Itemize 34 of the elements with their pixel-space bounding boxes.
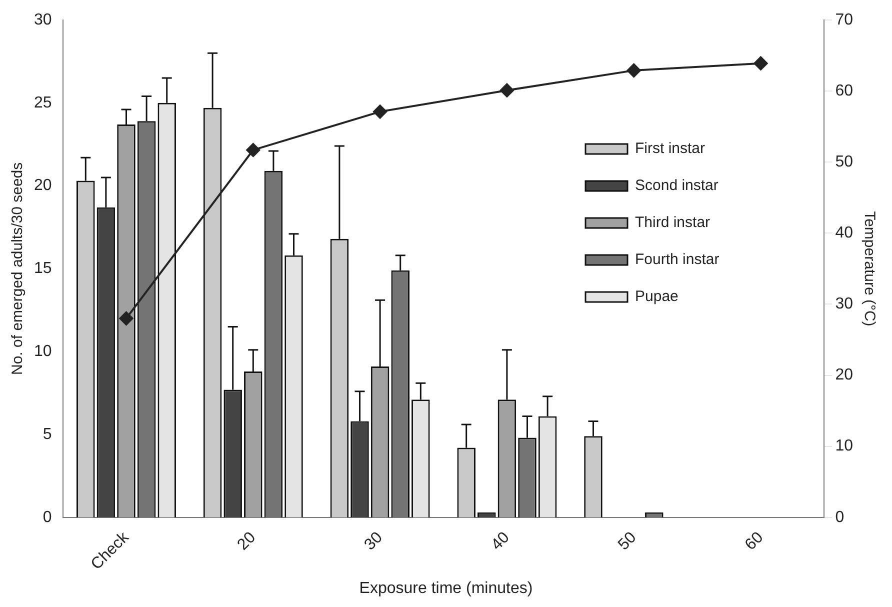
legend-label: Fourth instar xyxy=(635,251,720,268)
y-tick-label: 25 xyxy=(34,94,52,112)
point xyxy=(500,83,514,98)
y-axis-title: No. of emerged adults/30 seeds xyxy=(9,162,26,375)
x-tick-label: 40 xyxy=(488,528,513,554)
x-tick-label: 20 xyxy=(234,528,260,554)
y2-tick-label: 0 xyxy=(835,508,844,526)
y2-tick-label: 10 xyxy=(835,438,854,455)
legend-label: Third instar xyxy=(635,214,710,232)
point xyxy=(119,311,134,326)
point xyxy=(373,104,388,119)
legend-label: Scond instar xyxy=(635,177,718,194)
point xyxy=(754,56,768,70)
y2-tick-label: 40 xyxy=(835,224,854,242)
point xyxy=(626,63,641,78)
x-tick-label: 50 xyxy=(615,528,640,554)
y-tick-label: 15 xyxy=(34,260,52,278)
y2-tick-label: 60 xyxy=(835,82,854,100)
y2-tick-label: 70 xyxy=(835,11,854,28)
x-axis-title: Exposure time (minutes) xyxy=(358,580,534,598)
y2-axis-title: Temperature (°C) xyxy=(860,211,878,326)
y-tick-label: 10 xyxy=(34,342,52,360)
x-tick-label: 30 xyxy=(361,528,386,554)
legend-label: Pupae xyxy=(635,288,678,306)
point xyxy=(246,143,260,158)
y-tick-label: 30 xyxy=(34,11,52,28)
x-tick-label: 60 xyxy=(742,528,767,554)
y-tick-label: 20 xyxy=(34,177,52,194)
legend-label: First instar xyxy=(635,140,706,158)
y2-tick-label: 20 xyxy=(835,366,854,384)
y2-tick-label: 50 xyxy=(835,154,854,171)
y-tick-label: 0 xyxy=(42,508,52,526)
y2-tick-label: 30 xyxy=(835,296,854,313)
y-tick-label: 5 xyxy=(42,426,52,443)
